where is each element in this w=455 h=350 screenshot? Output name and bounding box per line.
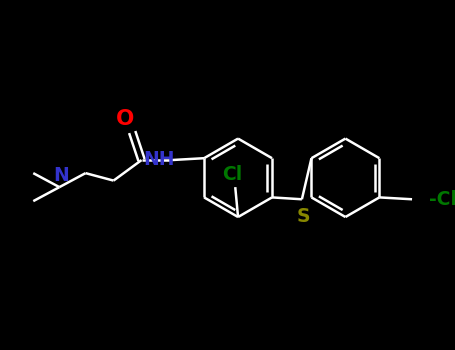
Text: -Cl: -Cl [429,190,455,209]
Text: S: S [297,207,310,226]
Text: Cl: Cl [222,165,243,184]
Text: O: O [116,109,134,129]
Text: NH: NH [144,150,175,169]
Text: N: N [53,166,69,185]
